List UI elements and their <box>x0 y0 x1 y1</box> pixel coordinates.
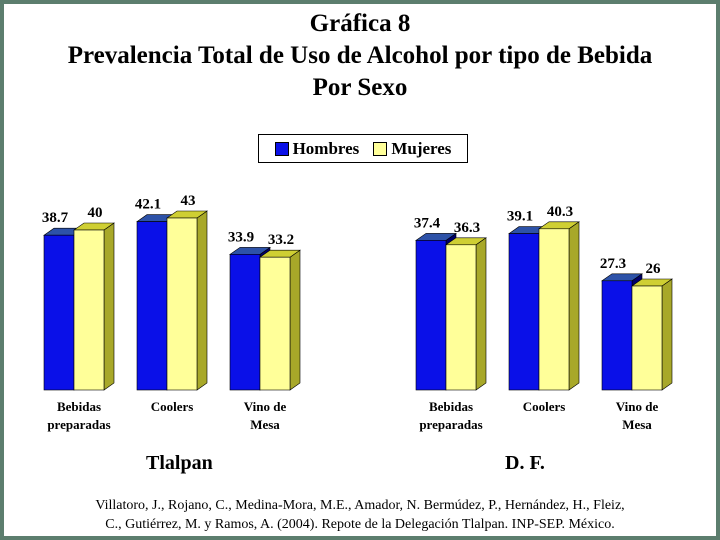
value-label-mujeres-2-1: 36.3 <box>454 220 480 236</box>
category-label-2-1-line-2: preparadas <box>419 417 482 432</box>
bar-side-mujeres-2-3 <box>661 278 673 391</box>
value-label-mujeres-1-2: 43 <box>181 193 196 209</box>
value-label-mujeres-1-3: 33.2 <box>268 232 294 248</box>
bar-hombres-1-3 <box>229 254 261 391</box>
bar-mujeres-1-1 <box>73 229 105 391</box>
bar-hombres-2-1 <box>415 240 447 391</box>
bar-side-mujeres-2-2 <box>568 221 580 391</box>
category-label-1-3-line-1: Vino de <box>244 399 287 414</box>
source-line-2: C., Gutiérrez, M. y Ramos, A. (2004). Re… <box>105 517 615 532</box>
title-line-3: Por Sexo <box>312 74 408 101</box>
bar-mujeres-1-3 <box>259 256 291 391</box>
chart-title: Gráfica 8 Prevalencia Total de Uso de Al… <box>0 8 720 104</box>
value-label-hombres-1-1: 38.7 <box>42 210 69 226</box>
category-label-2-3-line-2: Mesa <box>622 417 652 432</box>
bar-side-mujeres-2-1 <box>475 237 487 391</box>
category-label-1-2: Coolers <box>151 399 194 414</box>
source-line-1: Villatoro, J., Rojano, C., Medina-Mora, … <box>95 498 625 513</box>
category-label-2-3-line-1: Vino de <box>616 399 659 414</box>
bar-hombres-2-2 <box>508 233 540 391</box>
value-label-hombres-2-1: 37.4 <box>414 215 441 231</box>
legend-swatch-mujeres <box>373 141 388 156</box>
bar-side-mujeres-1-3 <box>289 249 301 391</box>
bar-side-mujeres-1-2 <box>196 210 208 391</box>
chart-panel-1: 38.7 40 Bebidas preparadas 42.1 43 Coolers 33.9… <box>42 193 301 432</box>
legend-item-mujeres: Mujeres <box>373 139 451 159</box>
bar-mujeres-2-2 <box>538 228 570 391</box>
bar-hombres-1-2 <box>136 221 168 391</box>
bar-mujeres-1-2 <box>166 217 198 391</box>
category-label-2-2: Coolers <box>523 399 566 414</box>
value-label-hombres-2-2: 39.1 <box>507 209 533 225</box>
value-label-mujeres-2-3: 26 <box>646 261 662 277</box>
bar-hombres-2-3 <box>601 280 633 391</box>
category-label-1-1-line-2: preparadas <box>47 417 110 432</box>
value-label-mujeres-2-2: 40.3 <box>547 204 573 220</box>
category-label-1-1-line-1: Bebidas <box>57 399 101 414</box>
bar-hombres-1-1 <box>43 234 75 391</box>
value-label-hombres-1-3: 33.9 <box>228 229 254 245</box>
bar-mujeres-2-3 <box>631 285 663 391</box>
legend-item-hombres: Hombres <box>274 138 360 159</box>
bar-mujeres-2-1 <box>445 244 477 391</box>
panel-label-tlalpan: Tlalpan <box>146 452 213 474</box>
legend-swatch-hombres <box>274 141 289 156</box>
legend: Hombres Mujeres <box>258 134 468 163</box>
title-line-1: Gráfica 8 <box>309 10 411 37</box>
category-label-1-3-line-2: Mesa <box>250 417 280 432</box>
title-line-2: Prevalencia Total de Uso de Alcohol por … <box>67 42 653 69</box>
source-citation: Villatoro, J., Rojano, C., Medina-Mora, … <box>20 496 700 534</box>
value-label-mujeres-1-1: 40 <box>88 205 103 221</box>
legend-label-hombres: Hombres <box>292 138 360 158</box>
value-label-hombres-1-2: 42.1 <box>135 197 161 213</box>
panel-label-df: D. F. <box>505 452 545 474</box>
category-label-2-1-line-1: Bebidas <box>429 399 473 414</box>
chart-panel-2: 37.4 36.3 Bebidas preparadas 39.1 40.3 Coolers… <box>414 204 673 432</box>
legend-label-mujeres: Mujeres <box>391 138 452 158</box>
value-label-hombres-2-3: 27.3 <box>600 256 626 272</box>
bar-side-mujeres-1-1 <box>103 222 115 391</box>
